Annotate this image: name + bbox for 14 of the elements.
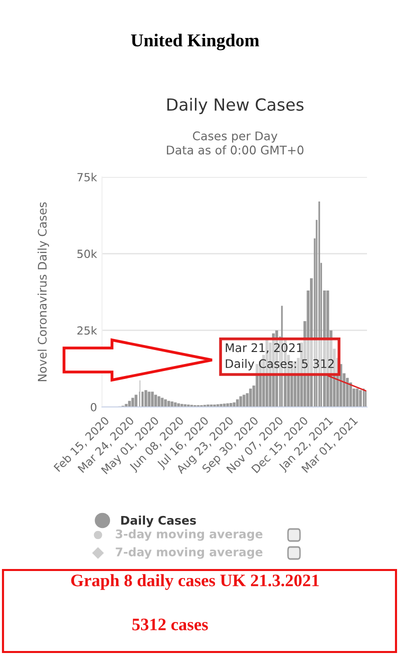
annotation: Mar 21, 2021 Daily Cases: 5 312 bbox=[226, 343, 334, 370]
caption: Graph 8 daily cases UK 21.3.2021 bbox=[71, 574, 319, 590]
y-tick-label: 25k bbox=[77, 326, 98, 335]
y-tick-label: 0 bbox=[90, 402, 96, 412]
y-tick-label: 50k bbox=[77, 249, 98, 258]
chart-subtitle: Cases per Day Data as of 0:00 GMT+0 bbox=[166, 131, 304, 154]
chart-title: Daily New Cases bbox=[167, 98, 304, 114]
text: 3-day moving average bbox=[116, 529, 262, 541]
text: 7-day moving average bbox=[116, 547, 262, 559]
text: United Kingdom bbox=[130, 34, 260, 50]
y-axis-title: Novel Coronavirus Daily Cases bbox=[38, 202, 49, 382]
legend-label: Daily Cases bbox=[121, 516, 196, 528]
text: 5312 cases bbox=[132, 618, 208, 630]
y-tick-label: 75k bbox=[77, 172, 98, 182]
